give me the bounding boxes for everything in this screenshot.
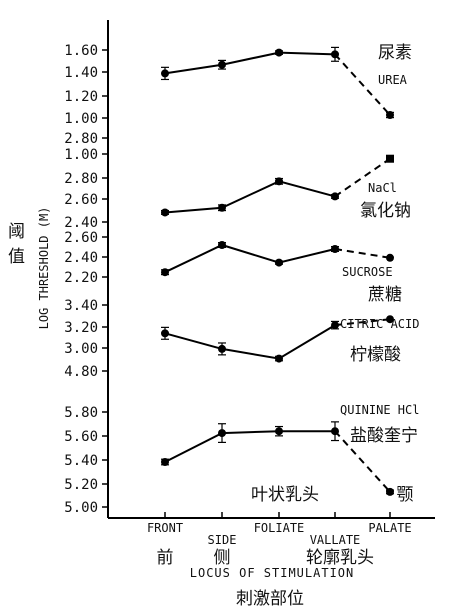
y-tick-label: 1.20: [64, 89, 98, 105]
series-name: UREA: [378, 73, 408, 87]
y-tick-label: 5.20: [64, 477, 98, 493]
y-tick-label: 2.60: [64, 192, 98, 208]
data-point: [218, 203, 226, 212]
data-point: [275, 258, 283, 267]
data-point: [331, 192, 339, 201]
x-tick-label-cn: 颚: [397, 485, 414, 505]
y-tick-label: 2.60: [64, 230, 98, 246]
y-tick-label: 2.40: [64, 250, 98, 266]
x-tick-label: FRONT: [147, 521, 183, 535]
y-axis-label: LOG THRESHOLD (M): [37, 207, 51, 330]
y-tick-label: 1.60: [64, 43, 98, 59]
series-name: SUCROSE: [342, 265, 393, 279]
data-point: [331, 321, 339, 330]
series-dashed-line: [334, 53, 391, 116]
y-tick-label: 5.40: [64, 453, 98, 469]
data-point: [218, 60, 226, 69]
data-point: [218, 241, 226, 249]
y-tick-label: 1.00: [64, 111, 98, 127]
x-tick-label-cn: 轮廓乳头: [306, 548, 374, 568]
series-line: [164, 180, 336, 214]
y-axis-label-cn-1: 阈: [8, 222, 25, 242]
y-tick-label: 4.80: [64, 364, 98, 380]
series-dashed-line: [334, 318, 391, 327]
series-name-cn: 柠檬酸: [350, 345, 401, 365]
data-point: [386, 315, 394, 324]
x-tick-label-cn: 侧: [214, 548, 231, 568]
data-point: [275, 354, 283, 363]
y-tick-labels: 1.601.401.201.002.801.002.802.602.402.60…: [64, 43, 108, 516]
x-tick-label: FOLIATE: [254, 521, 305, 535]
y-tick-label: 1.40: [64, 65, 98, 81]
x-tick-label: VALLATE: [310, 533, 361, 547]
data-point: [331, 427, 339, 436]
data-point: [161, 458, 169, 466]
series-dashed-line: [334, 430, 391, 493]
axes: [107, 20, 435, 519]
y-tick-label: 2.40: [64, 215, 98, 231]
x-tick-label: PALATE: [368, 521, 411, 535]
y-tick-label: 3.40: [64, 298, 98, 314]
series-name: QUININE HCl: [340, 403, 419, 417]
y-axis-label-cn-2: 值: [8, 247, 25, 267]
series-labels: UREA 尿素 NaCl 氯化钠 SUCROSE 蔗糖 CITRIC ACID 柠檬酸 QUIN…: [340, 43, 419, 446]
y-tick-label: 2.20: [64, 270, 98, 286]
series-line: [164, 243, 336, 274]
series-line: [164, 324, 336, 360]
series-dashed-line: [334, 248, 391, 259]
y-tick-label: 1.00: [64, 147, 98, 163]
x-tick-label-cn: 叶状乳头: [251, 485, 319, 505]
data-point: [275, 427, 283, 436]
data-point: [218, 344, 226, 353]
series-name: CITRIC ACID: [340, 317, 419, 331]
y-tick-label: 5.60: [64, 429, 98, 445]
data-point: [218, 429, 226, 438]
series-name-cn: 盐酸奎宁: [350, 426, 418, 446]
series-name: NaCl: [368, 181, 397, 195]
data-point: [331, 50, 339, 59]
data-point: [386, 487, 394, 496]
x-tick-label-cn: 前: [157, 548, 174, 568]
data-point: [275, 177, 283, 186]
y-tick-label: 5.00: [64, 500, 98, 516]
data-point: [386, 253, 394, 262]
data-point: [331, 245, 339, 253]
data-point: [161, 208, 169, 217]
x-tick-label: SIDE: [208, 533, 237, 547]
y-tick-label: 5.80: [64, 405, 98, 421]
data-point: [386, 154, 394, 163]
data-point: [386, 111, 394, 119]
x-axis-label: LOCUS OF STIMULATION: [190, 566, 355, 580]
data-point: [275, 48, 283, 57]
plot-area: [161, 46, 394, 496]
series-name-cn: 尿素: [378, 43, 412, 63]
series-line: [164, 51, 336, 75]
y-tick-label: 2.80: [64, 171, 98, 187]
data-point: [161, 329, 169, 338]
series-line: [164, 430, 335, 463]
y-tick-label: 2.80: [64, 131, 98, 147]
x-axis-label-cn: 刺激部位: [236, 589, 304, 609]
y-tick-label: 3.20: [64, 320, 98, 336]
series-name-cn: 蔗糖: [368, 285, 402, 305]
series-name-cn: 氯化钠: [360, 201, 411, 221]
data-point: [161, 69, 169, 78]
y-tick-label: 3.00: [64, 341, 98, 357]
data-point: [161, 268, 169, 277]
